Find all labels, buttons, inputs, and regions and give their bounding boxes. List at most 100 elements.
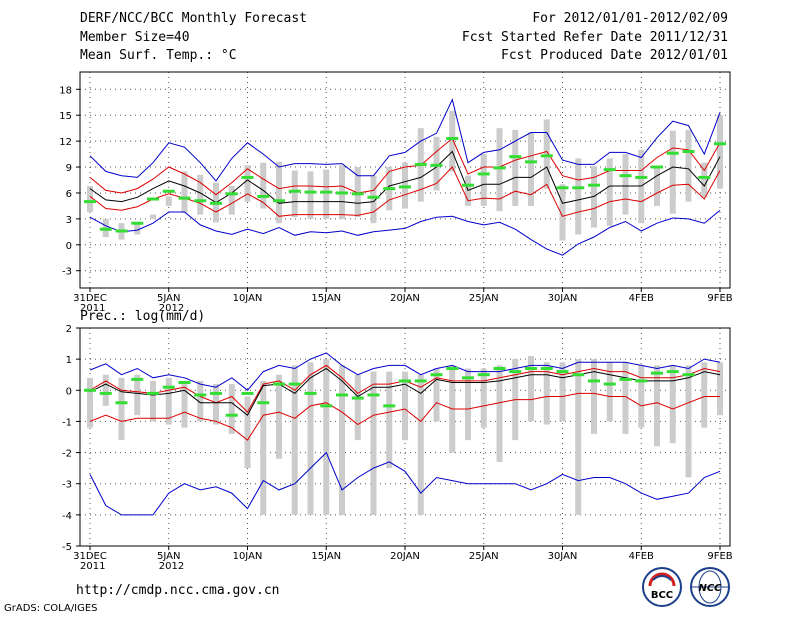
- observed-mark: [698, 175, 711, 179]
- observed-mark: [131, 377, 144, 381]
- observed-mark: [556, 186, 569, 190]
- observed-mark: [651, 371, 663, 375]
- x-tick-sublabel: 2012: [159, 561, 184, 572]
- observed-mark: [540, 366, 553, 370]
- observed-mark: [477, 373, 490, 377]
- observed-mark: [619, 174, 632, 178]
- spread-bar: [591, 359, 597, 434]
- series-line-max: [89, 98, 721, 182]
- spread-bar: [228, 186, 235, 215]
- observed-mark: [147, 197, 159, 201]
- x-tick-label: 5JAN: [157, 293, 180, 304]
- observed-mark: [225, 192, 238, 196]
- observed-mark: [493, 166, 506, 170]
- spread-bar: [685, 365, 692, 478]
- observed-mark: [320, 190, 333, 194]
- observed-mark: [399, 185, 411, 189]
- spread-bar: [354, 167, 361, 218]
- spread-bar: [291, 365, 298, 515]
- spread-bar: [244, 396, 251, 469]
- x-tick-label: 4FEB: [629, 551, 654, 562]
- chart-title: DERF/NCC/BCC Monthly Forecast: [80, 11, 307, 26]
- x-tick-label: 31DEC: [73, 551, 107, 562]
- observed-mark: [462, 183, 474, 187]
- spread-bar: [307, 362, 314, 515]
- y-tick-label: 6: [66, 189, 72, 200]
- spread-bar: [606, 362, 613, 422]
- spread-bar: [417, 374, 424, 515]
- bcc-logo-text: BCC: [651, 590, 673, 601]
- observed-mark: [493, 366, 506, 370]
- spread-bar: [276, 161, 282, 224]
- observed-mark: [336, 393, 348, 397]
- observed-mark: [477, 172, 490, 176]
- observed-mark: [682, 149, 695, 153]
- series-line-ci_lower: [89, 392, 720, 441]
- x-tick-label: 20JAN: [390, 551, 420, 562]
- observed-mark: [84, 200, 96, 204]
- observed-mark: [603, 168, 616, 172]
- temp-panel-title: Mean Surf. Temp.: °C: [80, 48, 237, 63]
- spread-bar: [701, 362, 708, 428]
- y-tick-label: 12: [59, 137, 72, 148]
- x-tick-label: 20JAN: [390, 293, 420, 304]
- spread-bar: [606, 158, 613, 226]
- spread-bar: [575, 359, 582, 515]
- spread-bar: [181, 171, 188, 213]
- spread-bar: [87, 186, 93, 212]
- spread-bar: [449, 110, 456, 172]
- series-line-max: [89, 352, 721, 391]
- series-line-min: [89, 209, 721, 256]
- x-tick-label: 25JAN: [469, 293, 499, 304]
- x-tick-label: 10JAN: [233, 551, 263, 562]
- y-tick-label: -3: [62, 267, 72, 278]
- spread-bar: [228, 384, 235, 434]
- observed-mark: [367, 393, 380, 397]
- y-tick-label: 0: [66, 241, 72, 252]
- series-line-mean: [89, 367, 721, 416]
- observed-mark: [525, 160, 537, 164]
- observed-mark: [257, 194, 270, 198]
- y-tick-label: 9: [66, 163, 72, 174]
- observed-mark: [84, 388, 96, 392]
- series-line-min: [89, 451, 721, 516]
- x-tick-label: 10JAN: [233, 293, 263, 304]
- x-tick-label: 30JAN: [548, 551, 578, 562]
- observed-mark: [304, 391, 317, 395]
- observed-mark: [288, 382, 301, 386]
- spread-bar: [165, 196, 172, 206]
- y-tick-label: 1: [66, 355, 72, 366]
- observed-mark: [351, 192, 364, 196]
- x-tick-label: 31DEC: [73, 293, 107, 304]
- spread-bar: [528, 132, 534, 206]
- observed-mark: [430, 163, 443, 167]
- observed-mark: [351, 396, 364, 400]
- spread-bar: [213, 384, 219, 425]
- observed-mark: [446, 366, 459, 370]
- observed-mark: [414, 379, 427, 383]
- spread-bar: [260, 162, 267, 209]
- spread-bar: [197, 380, 204, 422]
- spread-bar: [512, 129, 519, 206]
- spread-bar: [150, 214, 156, 219]
- spread-bar: [150, 380, 156, 422]
- observed-mark: [162, 189, 175, 193]
- observed-mark: [147, 391, 159, 395]
- spread-bar: [370, 371, 377, 515]
- observed-mark: [430, 373, 443, 377]
- spread-bar: [354, 374, 361, 441]
- observed-mark: [162, 385, 175, 389]
- spread-bar: [339, 365, 345, 515]
- x-tick-sublabel: 2011: [80, 303, 105, 314]
- observed-mark: [572, 373, 585, 377]
- observed-mark: [509, 155, 522, 159]
- spread-bar: [654, 365, 660, 447]
- spread-bar: [291, 170, 298, 218]
- observed-mark: [556, 370, 569, 374]
- spread-bar: [370, 175, 377, 224]
- footer-url[interactable]: http://cmdp.ncc.cma.gov.cn: [76, 583, 280, 598]
- ncc-logo-icon: NCC: [690, 567, 730, 607]
- x-tick-label: 5JAN: [157, 551, 180, 562]
- series-line-mean: [89, 150, 721, 204]
- observed-mark: [178, 196, 191, 200]
